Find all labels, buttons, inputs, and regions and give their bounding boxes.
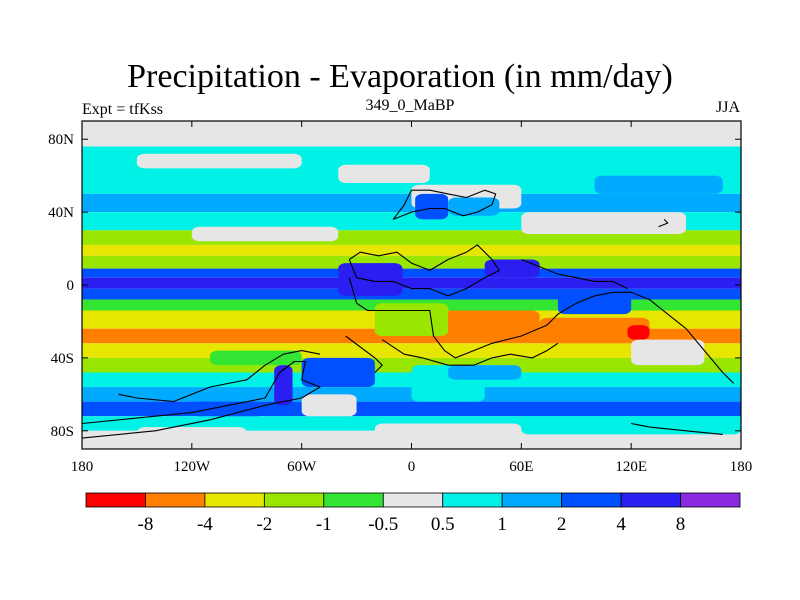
coastline-6 (631, 422, 723, 435)
field-region-26 (374, 423, 522, 439)
field-region-19 (274, 365, 293, 406)
colorbar-swatch-8 (561, 492, 622, 508)
coastline-4 (381, 339, 559, 366)
colorbar-swatch-6 (442, 492, 503, 508)
coastline-1 (392, 189, 497, 220)
season-label: JJA (715, 99, 740, 116)
coastline-9 (658, 219, 669, 228)
field-region-2 (338, 164, 430, 183)
colorbar-swatch-9 (620, 492, 681, 508)
x-tick-label-0: 180 (71, 459, 94, 475)
y-tick-label-4: 80S (51, 424, 74, 440)
field-region-3 (594, 175, 723, 194)
field-region-21 (301, 394, 357, 417)
colorbar-label-9: 8 (676, 514, 686, 535)
time-label: 349_0_MaBP (365, 97, 455, 114)
colorbar-label-1: -4 (197, 514, 213, 535)
colorbar-swatch-7 (501, 492, 563, 508)
y-tick-label-2: 0 (67, 278, 75, 294)
field-layer (82, 121, 741, 449)
x-tick-label-1: 120W (173, 459, 211, 475)
field-region-9 (338, 263, 403, 296)
x-tick-label-6: 180 (730, 459, 753, 475)
colorbar-label-8: 4 (616, 514, 626, 535)
colorbar-label-5: 0.5 (431, 514, 455, 535)
field-region-1 (136, 153, 302, 169)
y-tick-label-1: 40N (48, 205, 74, 221)
colorbar-label-0: -8 (138, 514, 154, 535)
field-region-10 (484, 259, 540, 278)
coastline-3 (348, 277, 735, 384)
zonal-band-7 (82, 255, 741, 269)
field-region-8 (191, 226, 339, 242)
field-region-23 (448, 365, 522, 380)
coastline-5 (118, 350, 321, 403)
colorbar-label-7: 2 (557, 514, 567, 535)
coastline-7 (521, 258, 628, 290)
field-region-14 (627, 325, 650, 340)
coastline-layer (82, 189, 735, 439)
zonal-band-9 (82, 277, 741, 289)
field-region-12 (444, 310, 540, 333)
colorbar-label-3: -1 (316, 514, 332, 535)
field-region-7 (521, 212, 687, 234)
experiment-label: Expt = tfKss (82, 101, 164, 118)
x-tick-label-4: 60E (509, 459, 533, 475)
x-tick-label-5: 120E (615, 459, 647, 475)
field-region-0 (82, 121, 741, 136)
colorbar-swatch-0 (85, 492, 146, 508)
axis-ticks: 180 120W 60W 0 60E 120E 180 80N 40N 0 40S 80S (48, 121, 752, 475)
field-region-17 (210, 350, 302, 366)
coastline-2 (348, 244, 500, 297)
zonal-band-8 (82, 268, 741, 278)
colorbar-swatch-10 (680, 492, 741, 508)
colorbar: -8 -4 -2 -1 -0.5 0.5 1 2 4 8 (85, 492, 741, 535)
chart-title: Precipitation - Evaporation (in mm/day) (127, 58, 673, 95)
coastline-0 (82, 360, 321, 439)
x-tick-label-2: 60W (287, 459, 317, 475)
field-region-5 (415, 193, 449, 220)
colorbar-swatch-5 (382, 492, 444, 508)
field-region-24 (521, 416, 741, 435)
coastline-8 (345, 335, 383, 373)
field-region-11 (557, 292, 632, 315)
y-tick-label-0: 80N (48, 132, 74, 148)
colorbar-swatch-2 (204, 492, 265, 508)
field-region-13 (539, 317, 650, 344)
field-region-20 (191, 401, 266, 417)
colorbar-swatch-3 (263, 492, 325, 508)
colorbar-swatch-1 (145, 492, 206, 508)
field-region-18 (301, 357, 375, 388)
zonal-band-6 (82, 244, 741, 256)
field-region-6 (448, 197, 500, 216)
colorbar-label-4: -0.5 (368, 514, 398, 535)
y-tick-label-3: 40S (51, 351, 74, 367)
colorbar-swatch-4 (323, 492, 384, 508)
colorbar-label-2: -2 (256, 514, 272, 535)
field-region-25 (136, 427, 247, 442)
colorbar-label-6: 1 (497, 514, 507, 535)
field-region-15 (631, 339, 705, 366)
zonal-band-10 (82, 288, 741, 300)
x-tick-label-3: 0 (408, 459, 416, 475)
field-region-16 (374, 303, 449, 337)
